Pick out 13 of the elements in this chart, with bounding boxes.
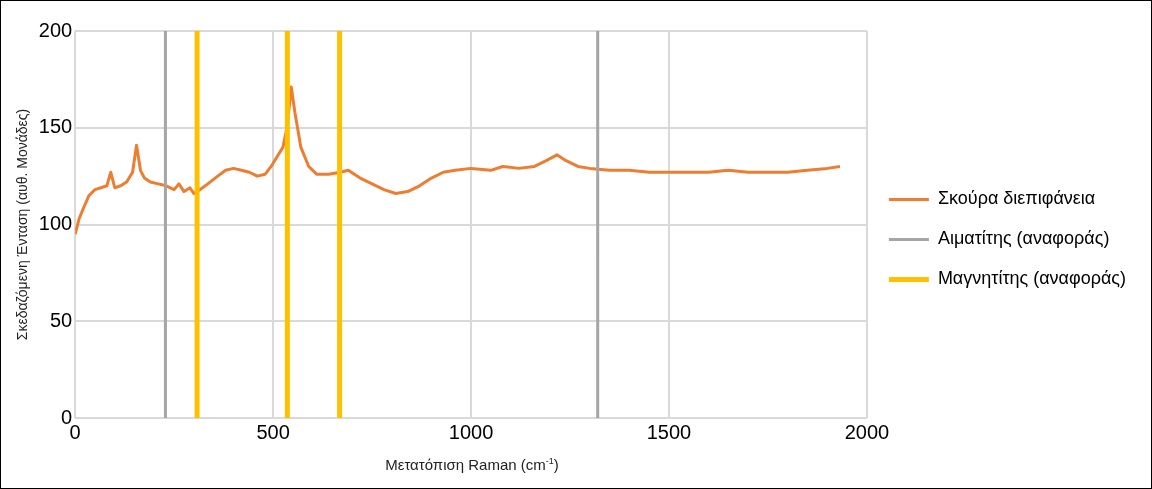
legend-label: Αιματίτης (αναφοράς) [937,228,1110,249]
x-tick-label: 2000 [844,420,890,443]
legend-label: Μαγνητίτης (αναφοράς) [937,268,1126,289]
x-tick-label: 500 [256,420,290,443]
legend-label: Σκούρα διεπιφάνεια [937,188,1096,209]
y-tick-label: 150 [38,115,73,138]
x-axis-title: Μετατόπιση Raman (cm$^{-1}$) [385,456,559,473]
y-axis-title: Σκεδαζόμενη Ένταση (αυθ. Μονάδες) [14,108,31,341]
y-tick-label: 100 [38,212,73,235]
y-tick-label: 50 [49,308,73,331]
x-tick-label: 1500 [646,420,692,443]
x-tick-label: 1000 [448,420,494,443]
y-tick-label: 200 [38,18,73,41]
